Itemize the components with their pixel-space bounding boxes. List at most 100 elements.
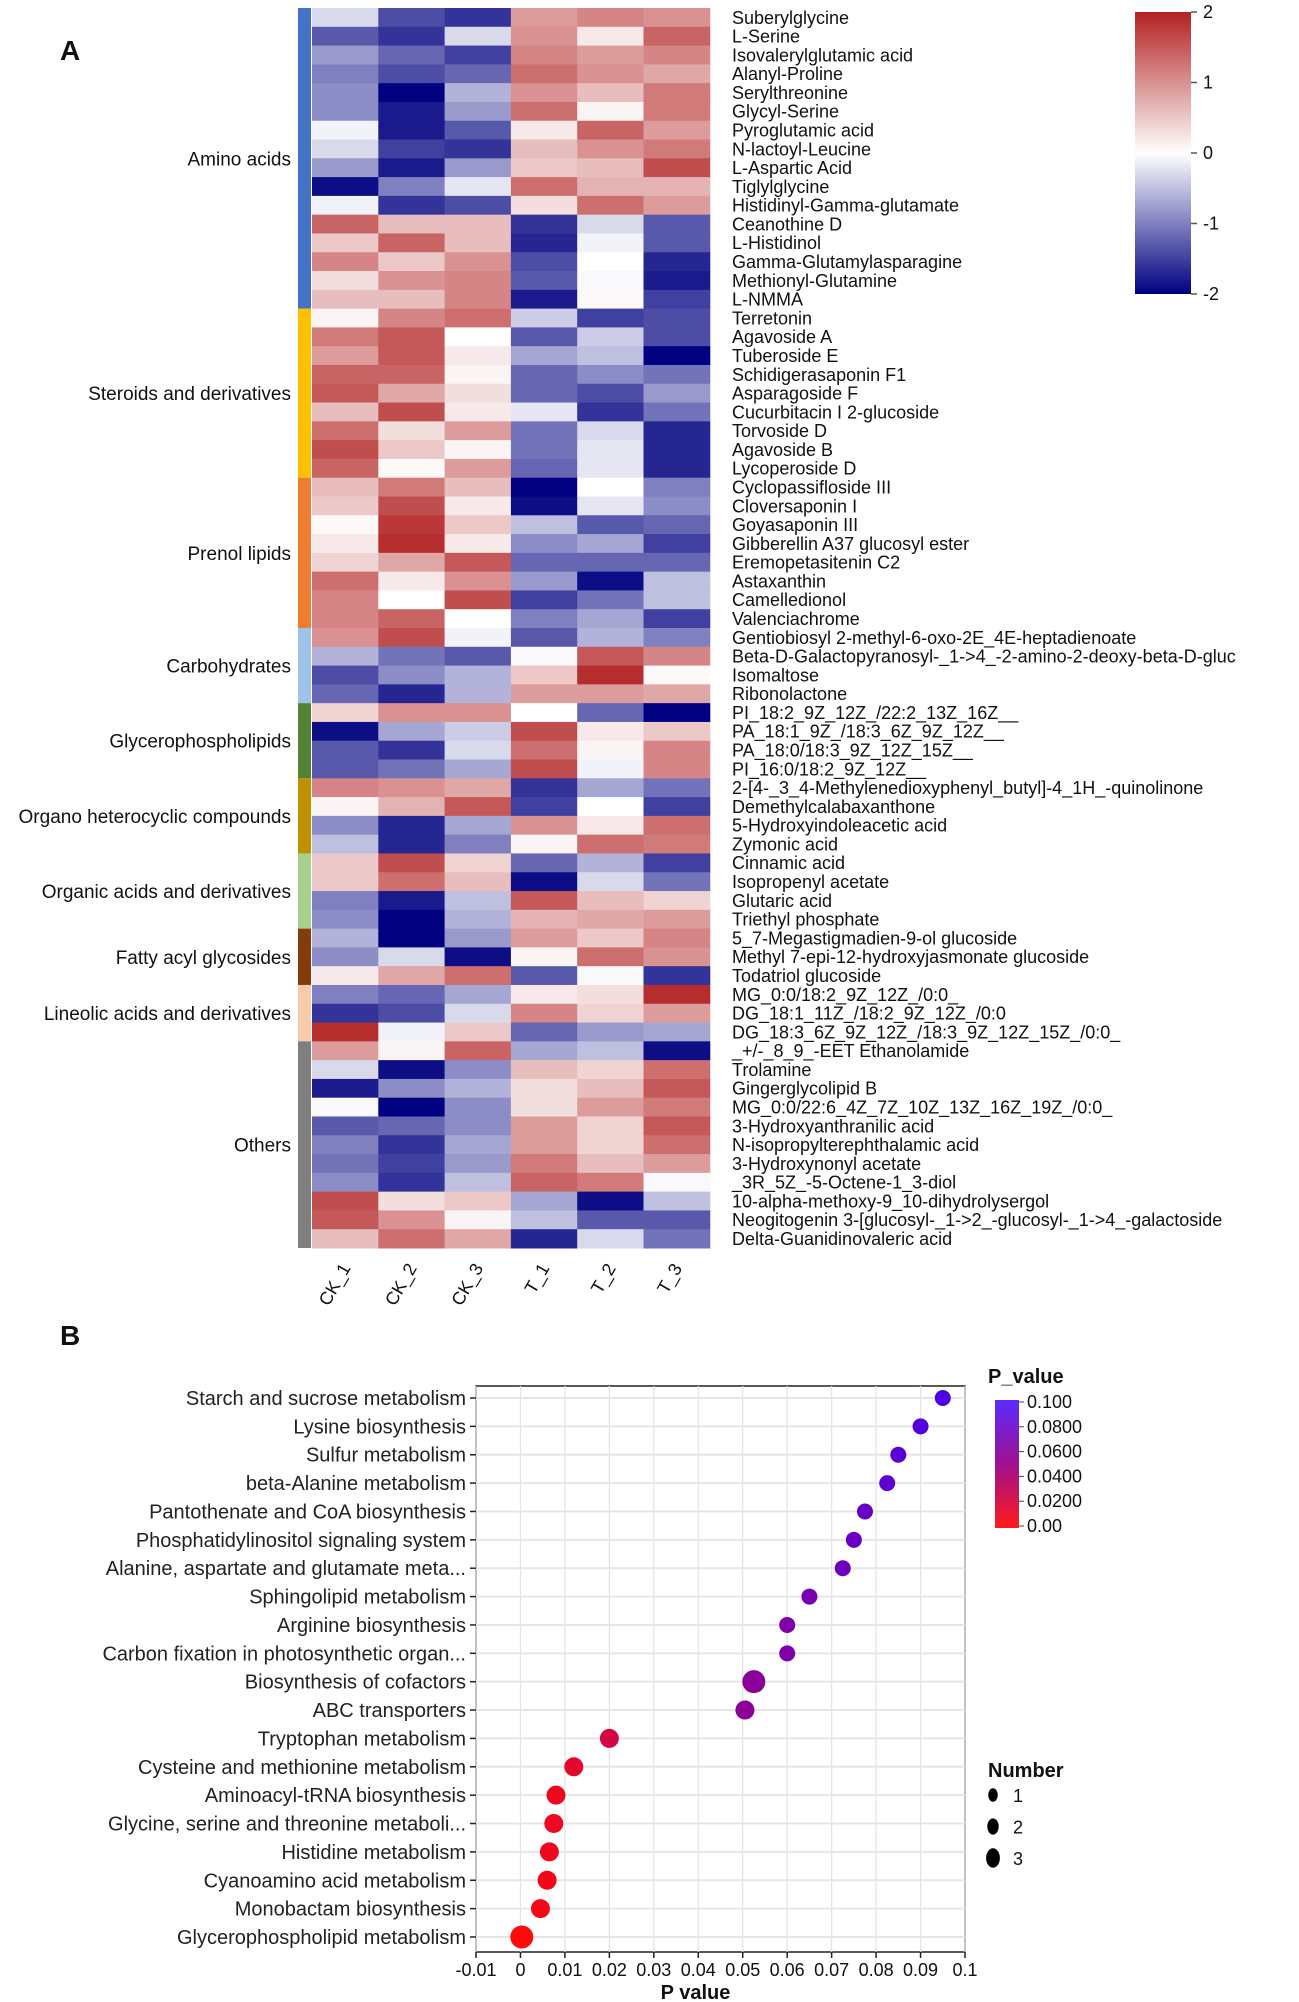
color-legend-label: 0.0200 [1027, 1491, 1082, 1511]
heatmap-cell [510, 364, 578, 385]
row-label: PA_18:0/18:3_9Z_12Z_15Z__ [732, 741, 974, 762]
x-axis-title: P value [661, 1982, 731, 2002]
heatmap-cell [444, 252, 512, 272]
heatmap-cell [312, 252, 379, 272]
heatmap-cell [510, 609, 578, 629]
heatmap-cell [510, 195, 578, 216]
heatmap-cell [312, 740, 379, 761]
heatmap-cell [510, 1041, 578, 1061]
heatmap-cell [643, 120, 711, 141]
heatmap-cell [378, 1078, 446, 1099]
heatmap-cell [444, 477, 512, 497]
heatmap-cell [577, 1154, 644, 1174]
heatmap-cell [577, 177, 644, 197]
heatmap-cell [643, 740, 711, 761]
heatmap-cell [378, 740, 446, 761]
heatmap-cell [378, 271, 446, 291]
heatmap-cell [643, 402, 711, 422]
heatmap-cell [510, 8, 578, 28]
row-label: Cyclopassifloside III [732, 477, 891, 497]
heatmap-cell [510, 552, 578, 573]
pathway-point [544, 1814, 564, 1834]
heatmap-cell [643, 440, 711, 460]
group-label: Amino acids [188, 149, 292, 170]
column-label: T_2 [587, 1260, 621, 1297]
heatmap-cell [378, 834, 446, 854]
heatmap-cell [378, 289, 446, 310]
x-tick-label: -0.01 [455, 1960, 496, 1980]
heatmap-cell [510, 120, 578, 141]
heatmap-cell [312, 1154, 379, 1174]
row-label: Terretonin [732, 308, 812, 328]
heatmap-cell [577, 740, 644, 761]
heatmap-cell [312, 928, 379, 948]
heatmap-cell [444, 778, 512, 798]
heatmap-cell [378, 928, 446, 948]
heatmap-cell [378, 947, 446, 967]
heatmap-cell [378, 1172, 446, 1193]
heatmap-cell [444, 797, 512, 817]
heatmap-cell [510, 346, 578, 366]
row-label: L-NMMA [732, 290, 803, 310]
row-label: MG_0:0/18:2_9Z_12Z_/0:0_ [732, 985, 959, 1006]
row-label: 5-Hydroxyindoleacetic acid [732, 816, 947, 836]
heatmap-cell [577, 83, 644, 103]
row-label: Methionyl-Glutamine [732, 271, 897, 291]
color-legend-label: 0.0600 [1027, 1442, 1082, 1462]
heatmap-cell [510, 721, 578, 742]
heatmap-cell [643, 703, 711, 723]
heatmap-cell [643, 308, 711, 328]
heatmap-cell [444, 947, 512, 967]
pathway-point [742, 1670, 766, 1694]
group-label: Organic acids and derivatives [42, 882, 291, 903]
heatmap-cell [643, 1078, 711, 1099]
group-label: Steroids and derivatives [88, 384, 291, 405]
heatmap-cell [444, 139, 512, 159]
heatmap-cell [378, 1191, 446, 1211]
heatmap-cell [510, 928, 578, 948]
group-color-bar [298, 1041, 311, 1248]
row-label: Trolamine [732, 1060, 811, 1080]
heatmap-cell [643, 421, 711, 441]
heatmap-cell [577, 515, 644, 535]
heatmap-cell [577, 1060, 644, 1080]
heatmap-cell [643, 346, 711, 366]
color-legend-bar [995, 1400, 1019, 1528]
group-color-bar [298, 8, 311, 309]
heatmap-cell [510, 252, 578, 272]
heatmap-cell [510, 815, 578, 836]
heatmap-cell [510, 778, 578, 798]
heatmap-cell [312, 1060, 379, 1080]
group-color-bar [298, 928, 311, 985]
heatmap-cell [577, 759, 644, 779]
heatmap-cell [312, 891, 379, 911]
row-label: DG_18:3_6Z_9Z_12Z_/18:3_9Z_12Z_15Z_/0:0_ [732, 1022, 1121, 1043]
heatmap-cell [378, 815, 446, 836]
heatmap-cell [510, 834, 578, 854]
heatmap-cell [444, 233, 512, 253]
pathway-point [530, 1899, 550, 1919]
heatmap-cell [577, 609, 644, 629]
heatmap-cell [577, 872, 644, 892]
heatmap-cell [577, 928, 644, 948]
group-color-bar [298, 778, 311, 854]
heatmap-cell [378, 1210, 446, 1230]
pathway-point [834, 1560, 851, 1577]
heatmap-cell [444, 552, 512, 573]
heatmap-cell [312, 515, 379, 535]
heatmap-cell [643, 496, 711, 516]
heatmap-cell [378, 1116, 446, 1136]
heatmap-cell [577, 139, 644, 159]
heatmap-cell [312, 1078, 379, 1099]
heatmap-cell [444, 1060, 512, 1080]
heatmap-cell [510, 139, 578, 159]
row-label: _+/-_8_9_-EET Ethanolamide [731, 1041, 969, 1062]
color-legend-label: 0.0800 [1027, 1417, 1082, 1437]
heatmap-cell [510, 590, 578, 610]
heatmap-cell [444, 402, 512, 422]
heatmap-cell [312, 346, 379, 366]
heatmap-cell [510, 1191, 578, 1211]
heatmap-cell [312, 947, 379, 967]
x-tick-label: 0.01 [547, 1960, 582, 1980]
heatmap-cell [643, 984, 711, 1005]
